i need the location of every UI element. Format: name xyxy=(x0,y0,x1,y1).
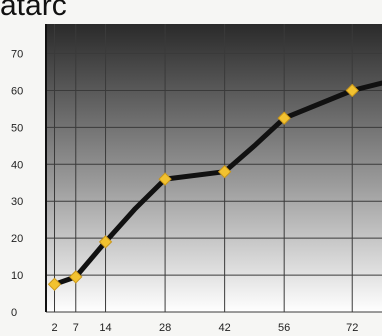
title-fragment: atarc xyxy=(0,0,67,22)
data-point-5 xyxy=(277,111,291,125)
data-markers xyxy=(47,83,359,292)
series-line xyxy=(52,80,382,287)
y-tick-label-6: 60 xyxy=(11,85,23,97)
data-point-1 xyxy=(69,270,83,284)
y-tick-label-1: 10 xyxy=(11,270,23,282)
x-tick-label-2: 14 xyxy=(99,322,111,334)
data-point-3 xyxy=(158,172,172,186)
y-tick-label-4: 40 xyxy=(11,159,23,171)
y-tick-label-2: 20 xyxy=(11,233,23,245)
y-tick-label-3: 30 xyxy=(11,196,23,208)
y-tick-label-7: 70 xyxy=(11,49,23,61)
x-tick-label-4: 42 xyxy=(219,322,231,334)
data-point-2 xyxy=(98,235,113,249)
data-point-4 xyxy=(217,164,232,179)
x-tick-label-1: 7 xyxy=(73,322,79,334)
plot-area-background xyxy=(46,24,382,312)
y-tick-label-5: 50 xyxy=(11,122,23,134)
x-tick-label-3: 28 xyxy=(159,322,171,334)
data-point-0 xyxy=(47,277,62,292)
x-tick-labels: 2 7 14 28 42 56 72 xyxy=(51,322,358,334)
x-tick-label-6: 72 xyxy=(346,322,358,334)
x-tick-label-0: 2 xyxy=(51,322,57,334)
data-point-6 xyxy=(345,83,359,98)
grid-lines xyxy=(46,24,382,313)
y-tick-label-0: 0 xyxy=(11,307,17,319)
y-tick-labels: 0 10 20 30 40 50 60 70 xyxy=(11,49,23,319)
x-tick-label-5: 56 xyxy=(278,322,290,334)
